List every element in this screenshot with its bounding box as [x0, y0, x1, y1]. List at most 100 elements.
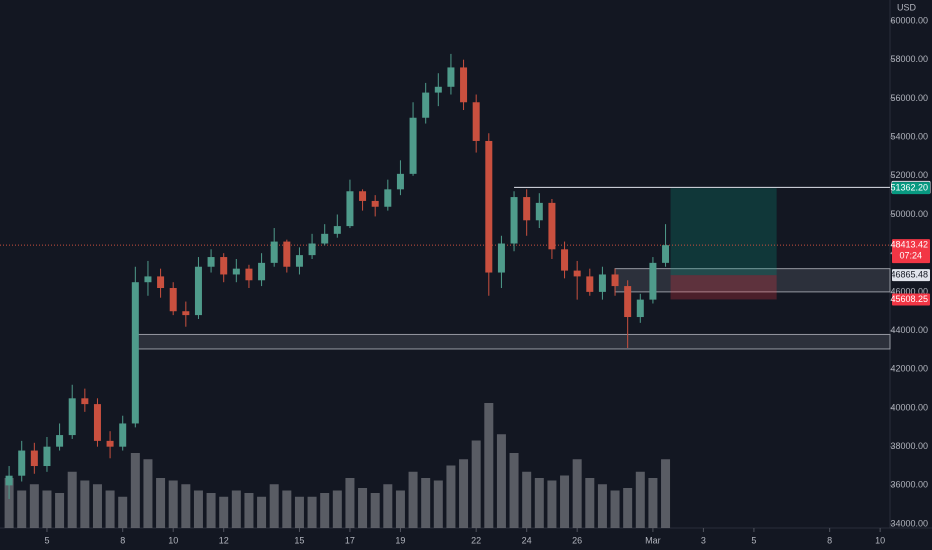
candle-body [144, 276, 152, 283]
volume-bar [547, 480, 557, 528]
target-label: 51362.20 [890, 183, 928, 193]
x-tick-label: 8 [120, 535, 125, 545]
volume-bar [244, 493, 254, 528]
volume-bar [585, 478, 595, 528]
y-tick-label: 60000.00 [890, 15, 928, 25]
y-tick-label: 56000.00 [890, 93, 928, 103]
volume-bar [55, 493, 65, 528]
y-tick-label: 44000.00 [890, 325, 928, 335]
volume-bar [459, 459, 469, 528]
candle-body [447, 67, 455, 87]
volume-bar [231, 490, 241, 528]
candle-body [472, 102, 480, 141]
volume-bar [80, 480, 90, 528]
volume-bar [635, 471, 645, 528]
last-price-label: 48413.42 [890, 240, 928, 250]
y-tick-label: 46000.00 [890, 286, 928, 296]
y-tick-label: 52000.00 [890, 170, 928, 180]
x-tick-label: 26 [572, 535, 582, 545]
y-tick-label: 38000.00 [890, 441, 928, 451]
zone [132, 333, 891, 350]
volume-bar [269, 484, 279, 528]
volume-bar [307, 496, 317, 528]
volume-bar [534, 478, 544, 528]
volume-bar [193, 490, 203, 528]
candle-body [131, 282, 139, 424]
x-tick-label: 8 [827, 535, 832, 545]
candle-body [245, 268, 253, 281]
volume-bar [206, 493, 216, 528]
candle-body [30, 450, 38, 467]
volume-bar [4, 478, 14, 528]
volume-bar [17, 490, 27, 528]
volume-bar [597, 484, 607, 528]
volume-bar [29, 484, 39, 528]
x-tick-label: 19 [395, 535, 405, 545]
candle-body [106, 440, 114, 447]
candle-body [409, 117, 417, 174]
volume-bar [421, 478, 431, 528]
candle-body [548, 202, 556, 250]
candle-body [207, 257, 215, 267]
x-tick-label: 10 [875, 535, 885, 545]
position-stop [670, 275, 777, 300]
candle-body [270, 241, 278, 263]
candle-body [182, 311, 190, 316]
volume-bar [67, 471, 77, 528]
candle-body [396, 173, 404, 190]
entry-label: 46865.48 [890, 270, 928, 280]
candle-body [220, 257, 228, 275]
volume-bar [257, 496, 267, 528]
volume-bar [496, 434, 506, 528]
volume-bar [42, 490, 52, 528]
volume-bar [408, 471, 418, 528]
candle-body [485, 140, 493, 273]
volume-bar [648, 478, 658, 528]
candle-body [535, 202, 543, 221]
candle-body [359, 191, 367, 201]
candle-body [308, 243, 316, 256]
volume-bar [370, 493, 380, 528]
x-tick-label: 3 [701, 535, 706, 545]
volume-bar [130, 453, 140, 528]
candle-body [598, 274, 606, 292]
volume-bar [118, 496, 128, 528]
candle-body [258, 262, 266, 281]
candle-body [422, 92, 430, 118]
candle-body [586, 276, 594, 292]
candle-body [573, 270, 581, 277]
x-tick-label: 22 [471, 535, 481, 545]
countdown: 07:24 [899, 251, 922, 261]
candle-body [283, 241, 291, 267]
volume-bar [181, 484, 191, 528]
y-tick-label: 34000.00 [890, 518, 928, 528]
volume-bar [358, 488, 368, 528]
volume-bar [294, 496, 304, 528]
x-tick-label: 17 [345, 535, 355, 545]
volume-bar [572, 459, 582, 528]
candle-body [18, 450, 26, 476]
candle-body [346, 191, 354, 227]
x-tick-label: 10 [168, 535, 178, 545]
volume-bar [345, 478, 355, 528]
candle-body [497, 243, 505, 273]
last-price-label-bg [892, 239, 930, 264]
x-tick-label: 5 [44, 535, 49, 545]
candle-body [5, 475, 13, 486]
y-tick-label: 50000.00 [890, 209, 928, 219]
entry-label-bg [892, 269, 930, 282]
volume-bar [395, 490, 405, 528]
candle-body [93, 404, 101, 441]
volume-bar [484, 403, 494, 528]
y-tick-label: 36000.00 [890, 480, 928, 490]
volume-bar [320, 493, 330, 528]
volume-bar [509, 453, 519, 528]
candle-body [194, 266, 202, 316]
volume-bar [446, 465, 456, 528]
candle-body [295, 255, 303, 267]
volume-bar [156, 478, 166, 528]
volume-bar [332, 490, 342, 528]
candle-body [56, 435, 64, 447]
candle-body [460, 67, 468, 103]
